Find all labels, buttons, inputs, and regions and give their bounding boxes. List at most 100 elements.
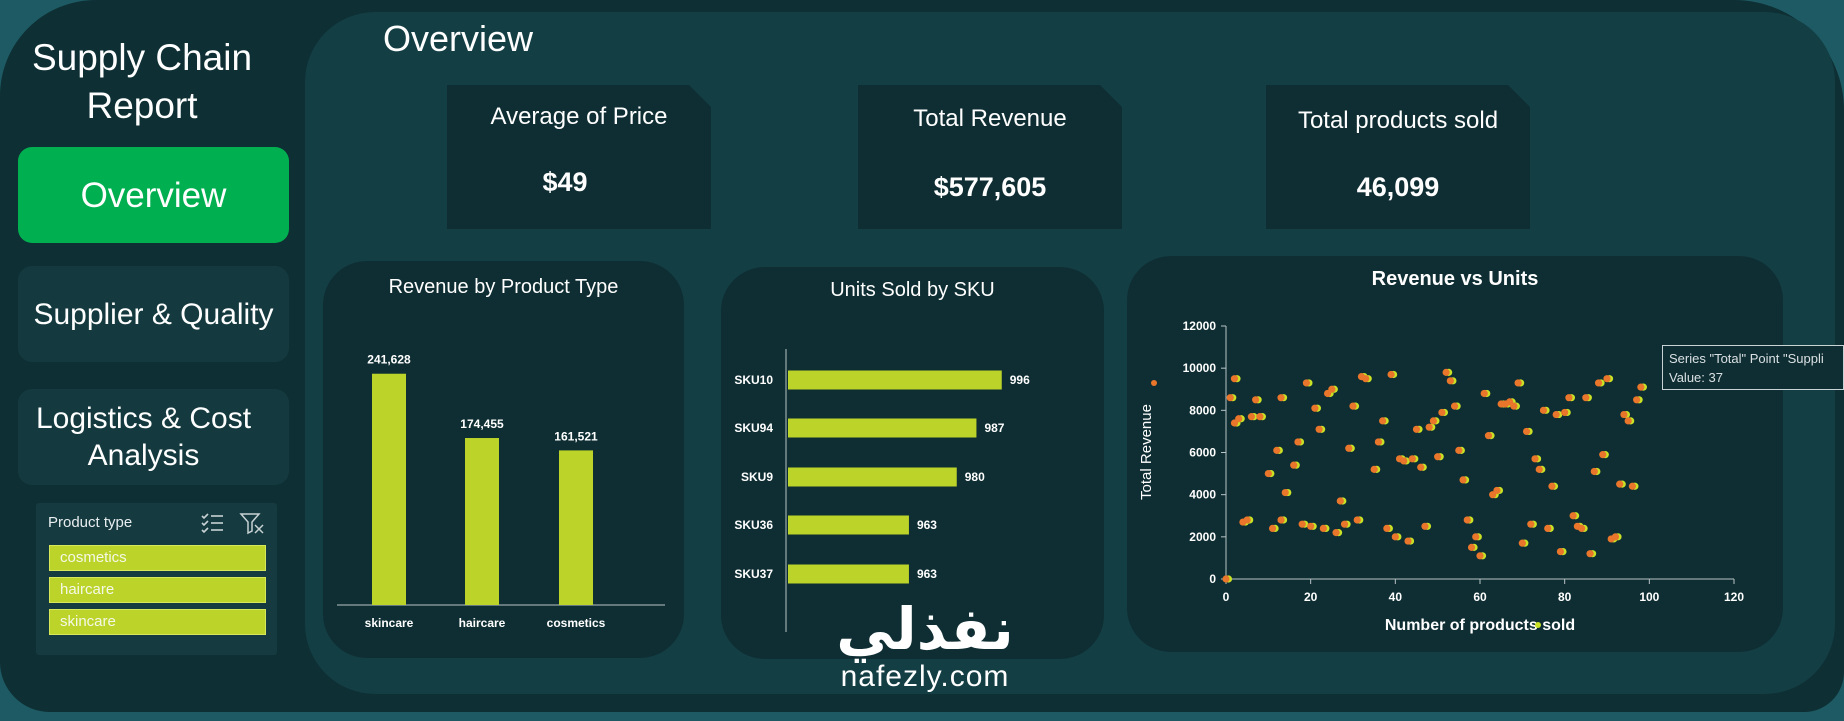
scatter-point-revenue[interactable] bbox=[1578, 524, 1586, 532]
scatter-point-revenue[interactable] bbox=[1328, 385, 1336, 393]
scatter-point-revenue[interactable] bbox=[1417, 463, 1425, 471]
scatter-point-revenue[interactable] bbox=[1404, 537, 1412, 545]
scatter-point-revenue[interactable] bbox=[1226, 394, 1234, 402]
scatter-point-revenue[interactable] bbox=[1434, 453, 1442, 461]
scatter-point-revenue[interactable] bbox=[1569, 512, 1577, 520]
bar-SKU37[interactable] bbox=[788, 564, 909, 584]
scatter-point-revenue[interactable] bbox=[1493, 486, 1501, 495]
scatter-point-revenue[interactable] bbox=[1340, 520, 1349, 528]
slicer-item-cosmetics[interactable]: cosmetics bbox=[49, 545, 266, 571]
scatter-point-revenue[interactable] bbox=[1590, 467, 1598, 476]
scatter-point-revenue[interactable] bbox=[1480, 389, 1488, 398]
scatter-point-revenue[interactable] bbox=[1311, 404, 1319, 412]
scatter-point-revenue[interactable] bbox=[1349, 402, 1357, 410]
scatter-point-revenue[interactable] bbox=[1307, 522, 1315, 530]
scatter-point-revenue[interactable] bbox=[1544, 524, 1552, 532]
scatter-point-revenue[interactable] bbox=[1273, 446, 1281, 454]
scatter-point-revenue[interactable] bbox=[1535, 465, 1543, 473]
scatter-point-revenue[interactable] bbox=[1582, 394, 1590, 402]
scatter-point-revenue[interactable] bbox=[1552, 410, 1560, 419]
scatter-point-revenue[interactable] bbox=[1603, 375, 1611, 383]
scatter-point-revenue[interactable] bbox=[1256, 413, 1264, 421]
scatter-point-revenue[interactable] bbox=[1247, 413, 1255, 421]
scatter-point-revenue[interactable] bbox=[1438, 408, 1446, 417]
scatter-point-revenue[interactable] bbox=[1290, 461, 1298, 469]
scatter-point-revenue[interactable] bbox=[1518, 539, 1526, 547]
scatter-point-revenue[interactable] bbox=[1565, 394, 1573, 402]
nav-logistics-cost-button[interactable]: Logistics & Cost Analysis bbox=[18, 389, 289, 485]
bar-SKU9[interactable] bbox=[788, 467, 957, 487]
clear-filter-icon[interactable] bbox=[239, 511, 265, 535]
scatter-point-revenue[interactable] bbox=[1264, 469, 1272, 478]
scatter-point-revenue[interactable] bbox=[1400, 457, 1408, 465]
scatter-point-revenue[interactable] bbox=[1230, 375, 1239, 383]
scatter-point-revenue[interactable] bbox=[1412, 425, 1421, 433]
scatter-point-revenue[interactable] bbox=[1561, 408, 1569, 417]
scatter-point-revenue[interactable] bbox=[1459, 476, 1467, 484]
scatter-point-revenue[interactable] bbox=[1463, 516, 1471, 524]
scatter-point-revenue[interactable] bbox=[1624, 417, 1632, 425]
scatter-point-revenue[interactable] bbox=[1616, 480, 1624, 488]
bar-cosmetics[interactable] bbox=[559, 450, 593, 605]
scatter-point-revenue[interactable] bbox=[1345, 444, 1353, 452]
scatter-point-revenue[interactable] bbox=[1611, 533, 1620, 541]
scatter-point-revenue[interactable] bbox=[1451, 402, 1459, 410]
bar-skincare[interactable] bbox=[372, 373, 406, 605]
scatter-point-revenue[interactable] bbox=[1620, 410, 1628, 419]
scatter-point-revenue[interactable] bbox=[1446, 377, 1454, 385]
scatter-point-revenue[interactable] bbox=[1379, 417, 1387, 425]
scatter-point-revenue[interactable] bbox=[1315, 425, 1323, 433]
bar-SKU36[interactable] bbox=[788, 515, 909, 535]
scatter-point-revenue[interactable] bbox=[1429, 417, 1438, 425]
scatter-point-revenue[interactable] bbox=[1599, 451, 1607, 459]
scatter-point-revenue[interactable] bbox=[1383, 524, 1391, 532]
scatter-point-revenue[interactable] bbox=[1476, 552, 1484, 560]
scatter-point-revenue[interactable] bbox=[1442, 368, 1450, 376]
scatter-point-revenue[interactable] bbox=[1425, 423, 1433, 431]
bar-haircare[interactable] bbox=[465, 438, 499, 605]
slicer-item-skincare[interactable]: skincare bbox=[49, 609, 266, 635]
scatter-point-revenue[interactable] bbox=[1527, 520, 1535, 528]
scatter-point-revenue[interactable] bbox=[1628, 482, 1636, 490]
scatter-point-revenue[interactable] bbox=[1455, 446, 1463, 454]
scatter-point-revenue[interactable] bbox=[1243, 516, 1251, 524]
scatter-point-revenue[interactable] bbox=[1374, 438, 1382, 446]
scatter-point-revenue[interactable] bbox=[1633, 396, 1641, 404]
scatter-point-revenue[interactable] bbox=[1637, 383, 1645, 391]
scatter-point-revenue[interactable] bbox=[1277, 516, 1285, 524]
slicer-item-haircare[interactable]: haircare bbox=[49, 577, 266, 603]
scatter-point-revenue[interactable] bbox=[1594, 379, 1603, 387]
scatter-point-revenue[interactable] bbox=[1362, 375, 1370, 383]
scatter-point-revenue[interactable] bbox=[1370, 465, 1378, 473]
scatter-point-revenue[interactable] bbox=[1336, 497, 1344, 505]
scatter-point-revenue[interactable] bbox=[1467, 543, 1476, 551]
bar-SKU94[interactable] bbox=[788, 418, 977, 438]
scatter-point-revenue[interactable] bbox=[1548, 482, 1556, 490]
scatter-point-revenue[interactable] bbox=[1294, 438, 1302, 446]
scatter-point-revenue[interactable] bbox=[1319, 524, 1327, 532]
scatter-point-revenue[interactable] bbox=[1387, 370, 1395, 379]
scatter-point-revenue[interactable] bbox=[1353, 516, 1361, 524]
scatter-point-revenue[interactable] bbox=[1586, 550, 1594, 558]
nav-supplier-quality-button[interactable]: Supplier & Quality bbox=[18, 266, 289, 362]
scatter-point-revenue[interactable] bbox=[1302, 379, 1311, 387]
scatter-point-revenue[interactable] bbox=[1484, 432, 1493, 440]
nav-overview-button[interactable]: Overview bbox=[18, 147, 289, 243]
scatter-point-revenue[interactable] bbox=[1408, 455, 1416, 463]
scatter-point-revenue[interactable] bbox=[1510, 402, 1518, 410]
scatter-point-revenue[interactable] bbox=[1522, 427, 1531, 436]
scatter-point-revenue[interactable] bbox=[1281, 488, 1289, 497]
scatter-point-revenue[interactable] bbox=[1222, 575, 1230, 583]
scatter-point-revenue[interactable] bbox=[1556, 547, 1565, 556]
scatter-point-revenue[interactable] bbox=[1531, 455, 1539, 463]
scatter-point-revenue[interactable] bbox=[1332, 529, 1340, 537]
scatter-point-revenue[interactable] bbox=[1391, 533, 1399, 541]
scatter-point-revenue[interactable] bbox=[1235, 415, 1243, 423]
scatter-point-revenue[interactable] bbox=[1252, 396, 1260, 404]
scatter-point-revenue[interactable] bbox=[1277, 394, 1285, 402]
scatter-point-revenue[interactable] bbox=[1268, 524, 1277, 532]
scatter-point-revenue[interactable] bbox=[1298, 520, 1306, 528]
bar-SKU10[interactable] bbox=[788, 370, 1002, 390]
scatter-point-revenue[interactable] bbox=[1472, 533, 1480, 541]
scatter-point-revenue[interactable] bbox=[1421, 522, 1429, 530]
